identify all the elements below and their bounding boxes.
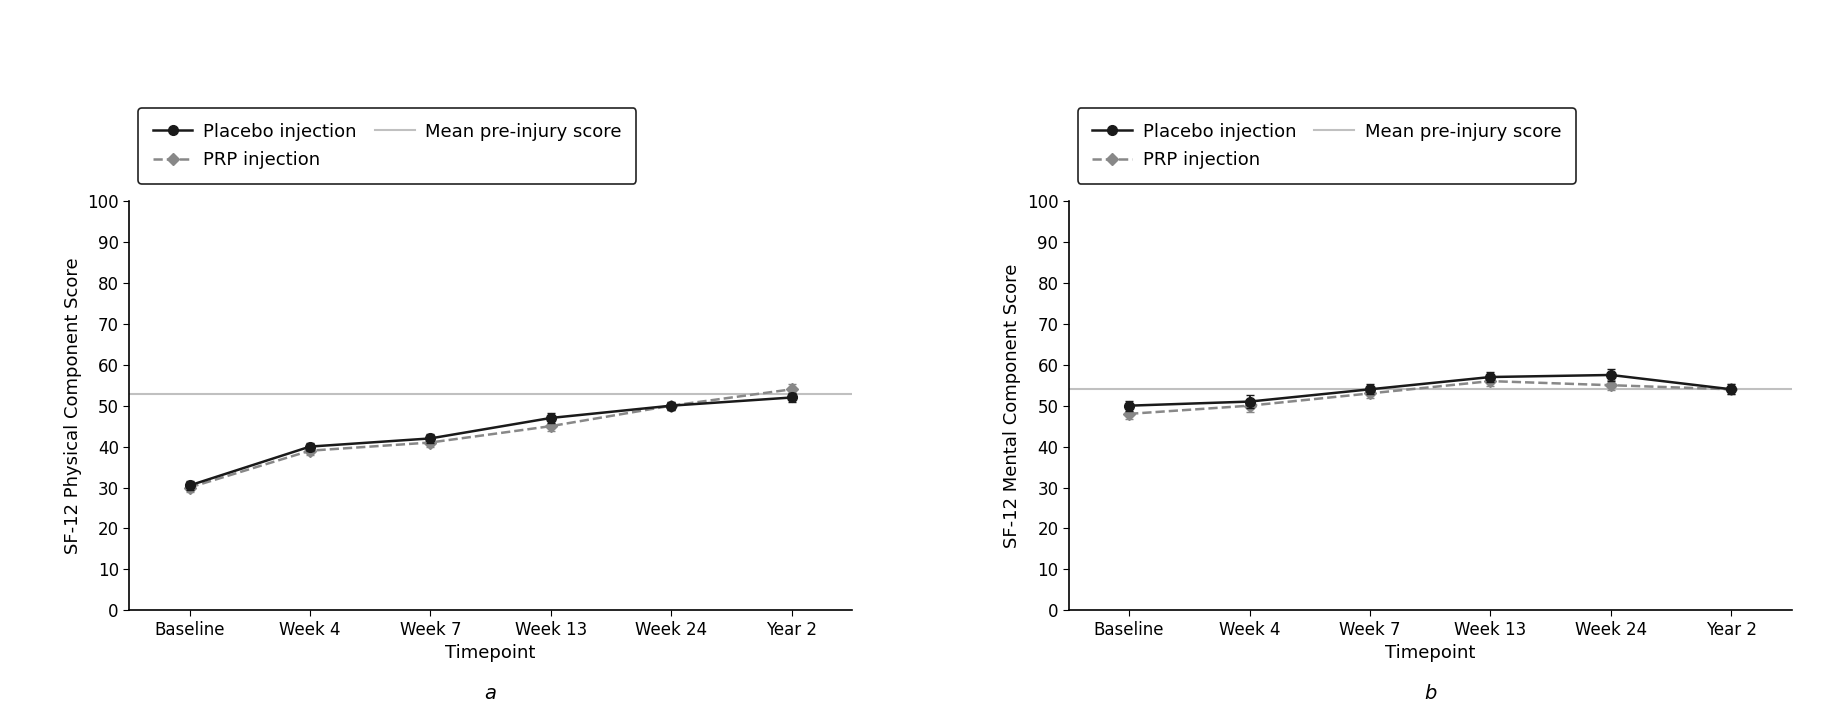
Legend: Placebo injection, PRP injection, Mean pre-injury score: Placebo injection, PRP injection, Mean p… [1079, 108, 1575, 184]
X-axis label: Timepoint: Timepoint [1385, 644, 1476, 662]
X-axis label: Timepoint: Timepoint [445, 644, 536, 662]
Y-axis label: SF-12 Physical Component Score: SF-12 Physical Component Score [63, 257, 81, 554]
Text: a: a [484, 684, 497, 703]
Y-axis label: SF-12 Mental Component Score: SF-12 Mental Component Score [1003, 264, 1021, 548]
Legend: Placebo injection, PRP injection, Mean pre-injury score: Placebo injection, PRP injection, Mean p… [139, 108, 637, 184]
Text: b: b [1424, 684, 1437, 703]
